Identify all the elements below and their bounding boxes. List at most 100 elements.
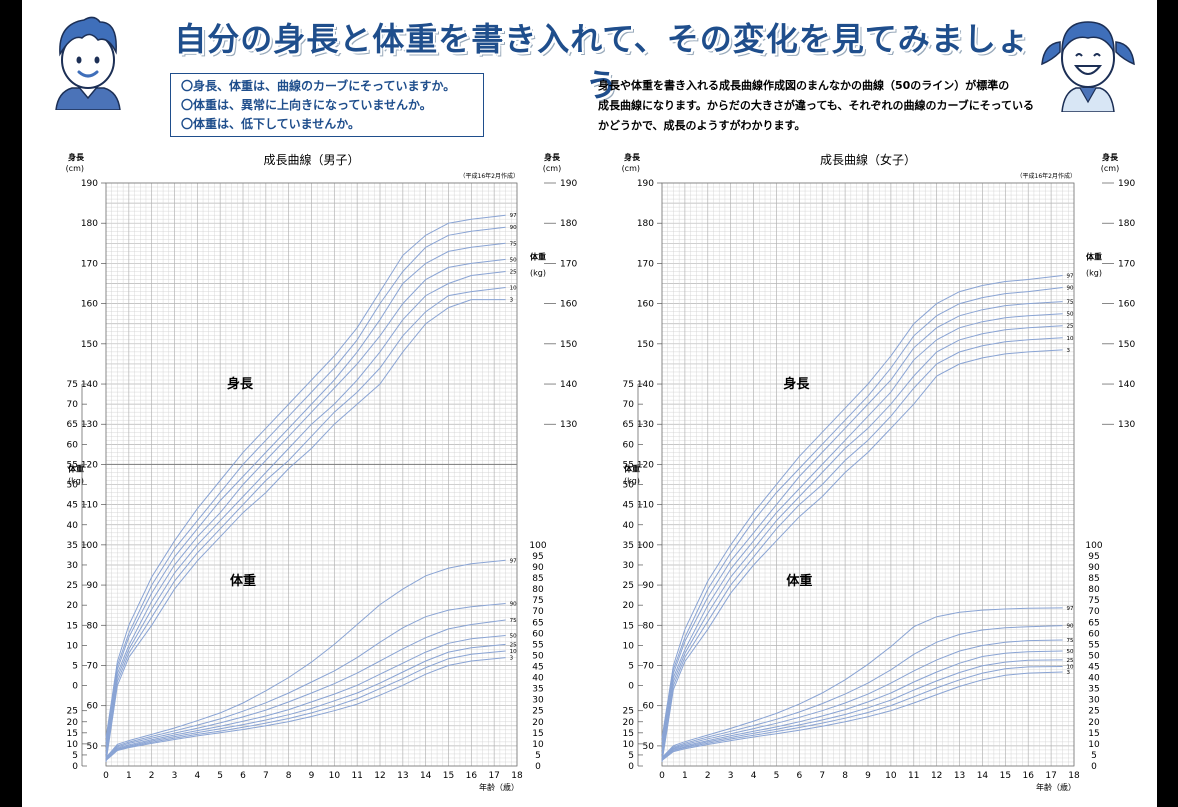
tick-label-age: 11 [351, 771, 362, 781]
checklist-item: 〇体重は、低下していませんか。 [181, 117, 361, 131]
height-percentile-line [661, 301, 1063, 746]
tick-label-age: 14 [420, 771, 432, 781]
tick-label-height-right: 190 [560, 179, 577, 189]
tick-label-age: 18 [511, 771, 523, 781]
tick-label-height: 160 [81, 300, 98, 310]
tick-label-weight-left: 25 [623, 581, 634, 591]
tick-label-weight-left: 65 [67, 420, 78, 430]
tick-label-age: 1 [682, 771, 688, 781]
tick-label-age: 16 [466, 771, 478, 781]
tick-label-age: 3 [172, 771, 178, 781]
tick-label-weight-right: 10 [1088, 740, 1100, 750]
tick-label-height: 130 [637, 420, 654, 430]
tick-label-height: 110 [637, 501, 654, 511]
tick-label-weight-left: 40 [623, 521, 635, 531]
tick-label-weight-right: 85 [532, 574, 543, 584]
tick-label-weight-left: 30 [623, 561, 635, 571]
percentile-label: 10 [1067, 664, 1074, 670]
axis-unit-height-left: (cm) [622, 164, 640, 173]
tick-label-weight-left-low: 25 [623, 707, 634, 717]
percentile-label: 10 [510, 649, 517, 655]
tick-label-height-right: 190 [1118, 179, 1135, 189]
tick-label-weight-right: 70 [532, 607, 544, 617]
tick-label-height-right: 160 [560, 300, 577, 310]
tick-label-height: 90 [643, 581, 655, 591]
percentile-label: 90 [1067, 624, 1074, 630]
tick-label-weight-left: 70 [623, 400, 635, 410]
tick-label-weight-left: 40 [67, 521, 79, 531]
tick-label-height-right: 180 [1118, 219, 1135, 229]
percentile-label: 97 [1067, 273, 1074, 279]
tick-label-weight-right: 40 [1088, 674, 1100, 684]
tick-label-weight-left: 35 [67, 541, 78, 551]
tick-label-height: 190 [81, 179, 98, 189]
weight-percentile-line [661, 607, 1063, 758]
label-height-group: 身長 [783, 376, 810, 392]
tick-label-weight-right: 80 [1088, 585, 1100, 595]
axis-label-height-left: 身長 [624, 152, 641, 162]
tick-label-height-right: 150 [560, 340, 577, 350]
tick-label-age: 4 [751, 771, 757, 781]
tick-label-weight-left: 70 [67, 400, 79, 410]
tick-label-weight-left-low: 20 [623, 718, 635, 728]
label-weight-group: 体重 [786, 573, 812, 589]
tick-label-weight-right: 5 [1091, 751, 1097, 761]
tick-label-height: 90 [87, 581, 99, 591]
tick-label-weight-right: 35 [1088, 685, 1099, 695]
tick-label-weight-left: 60 [623, 440, 635, 450]
axis-label-weight-right: 体重 [1086, 251, 1102, 261]
weight-percentile-line [661, 650, 1063, 760]
tick-label-age: 11 [908, 771, 919, 781]
percentile-label: 90 [1067, 286, 1074, 292]
tick-label-weight-left-low: 10 [67, 740, 79, 750]
axis-label-height-right: 身長 [1102, 152, 1119, 162]
tick-label-height: 140 [81, 380, 98, 390]
height-percentile-line [105, 242, 506, 746]
tick-label-height: 60 [643, 702, 655, 712]
axis-label-age: 年齢（歳） [479, 782, 519, 792]
tick-label-weight-right: 65 [532, 618, 543, 628]
tick-label-age: 15 [1000, 771, 1011, 781]
tick-label-age: 17 [1045, 771, 1056, 781]
tick-label-weight-left: 5 [628, 661, 634, 671]
tick-label-weight-right: 55 [532, 640, 543, 650]
axis-label-age: 年齢（歳） [1036, 782, 1076, 792]
tick-label-age: 8 [286, 771, 292, 781]
tick-label-height-right: 170 [560, 259, 577, 269]
percentile-label: 50 [1067, 312, 1074, 318]
tick-label-age: 3 [728, 771, 734, 781]
weight-percentile-line [661, 625, 1063, 759]
axis-label-height-right: 身長 [544, 152, 561, 162]
tick-label-weight-right: 90 [532, 563, 544, 573]
tick-label-weight-left: 25 [67, 581, 78, 591]
tick-label-age: 16 [1022, 771, 1034, 781]
percentile-label: 3 [510, 656, 514, 662]
percentile-label: 97 [1067, 606, 1074, 612]
weight-percentile-line [661, 659, 1063, 760]
chart-grid [105, 182, 518, 767]
weight-percentile-line [105, 643, 506, 760]
description-line: 身長や体重を書き入れる成長曲線作成図のまんなかの曲線（50のライン）が標準の [598, 79, 1010, 92]
tick-label-height-right: 140 [1118, 380, 1135, 390]
tick-label-height: 50 [87, 742, 99, 752]
tick-label-height: 180 [637, 219, 654, 229]
tick-label-height: 80 [643, 621, 655, 631]
tick-label-weight-right: 15 [1088, 729, 1099, 739]
tick-label-age: 5 [217, 771, 223, 781]
tick-label-height: 190 [637, 179, 654, 189]
tick-label-weight-right: 0 [1091, 762, 1097, 772]
tick-label-age: 12 [374, 771, 385, 781]
tick-label-weight-right: 50 [1088, 651, 1100, 661]
plot-border [661, 182, 1075, 767]
chart-grid [661, 182, 1075, 767]
tick-label-weight-left-low: 10 [623, 740, 635, 750]
tick-label-age: 6 [240, 771, 246, 781]
tick-label-age: 18 [1068, 771, 1080, 781]
percentile-label: 25 [1067, 658, 1074, 664]
tick-label-height-right: 180 [560, 219, 577, 229]
axis-unit-weight-right: (kg) [1086, 268, 1102, 277]
tick-label-weight-left-low: 25 [67, 707, 78, 717]
tick-label-age: 9 [865, 771, 871, 781]
tick-label-weight-right: 70 [1088, 607, 1100, 617]
